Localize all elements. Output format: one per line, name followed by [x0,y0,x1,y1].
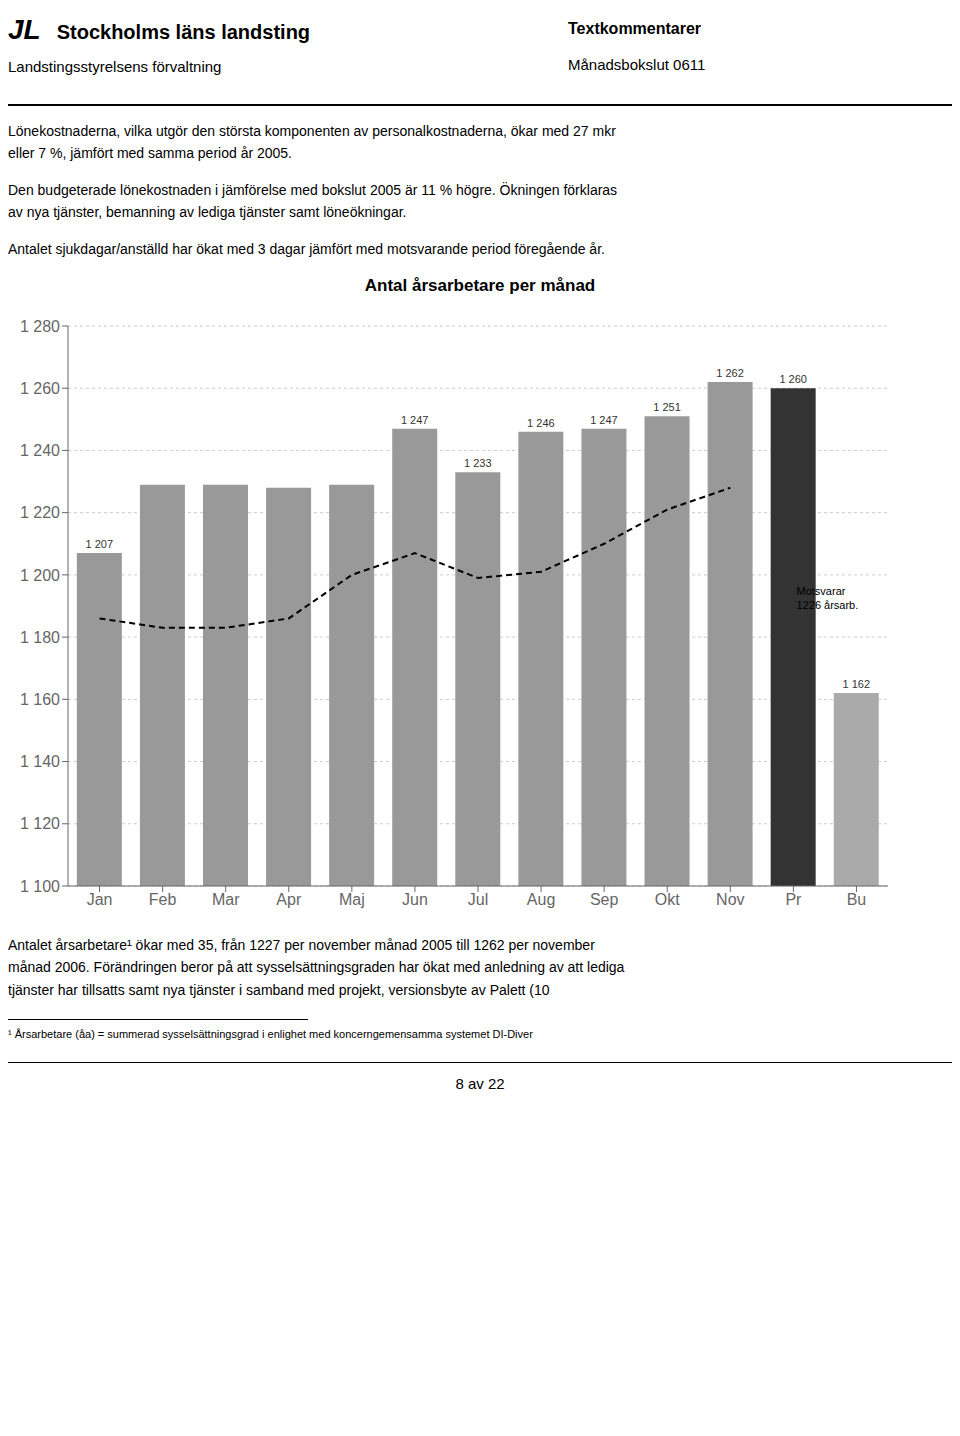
svg-text:Feb: Feb [149,891,177,908]
html-text:Textkommentarer: Textkommentarer [568,20,702,37]
svg-text:1 120: 1 120 [20,815,60,832]
svg-text:Bu: Bu [847,891,867,908]
svg-text:Mar: Mar [212,891,240,908]
svg-text:1 246: 1 246 [527,417,555,429]
html-text:Stockholms läns landsting: Stockholms läns landsting [56,21,311,43]
svg-text:1 162: 1 162 [842,678,870,690]
html-text:¹ Årsarbetare (åa) = summerad: ¹ Årsarbetare (åa) = summerad sysselsätt… [8,1028,533,1041]
svg-text:1 240: 1 240 [20,442,60,459]
svg-text:Okt: Okt [655,891,680,908]
svg-text:Pr: Pr [785,891,802,908]
svg-text:1 260: 1 260 [779,373,807,385]
html-text:Motsvarar 1226 årsarb.: Motsvarar 1226 årsarb. [796,584,859,611]
html-text:Lönekostnaderna, vilka utgör d: Lönekostnaderna, vilka utgör den största… [8,123,616,162]
html-text:Antalet sjukdagar/anställd har: Antalet sjukdagar/anställd har ökat med … [8,240,605,257]
html-text:Landstingsstyrelsens förvaltni: Landstingsstyrelsens förvaltning [8,58,222,75]
svg-text:1 220: 1 220 [20,504,60,521]
html-text:Antal årsarbetare per månad: Antal årsarbetare per månad [364,276,596,295]
svg-text:1 247: 1 247 [590,414,618,426]
html-text:JL: JL [8,14,41,45]
svg-text:1 262: 1 262 [716,367,744,379]
svg-text:Jul: Jul [468,891,488,908]
svg-text:Jan: Jan [87,891,113,908]
svg-text:1 251: 1 251 [653,401,681,413]
html-text:8 av 22: 8 av 22 [455,1075,505,1093]
html-text:Månadsbokslut 0611: Månadsbokslut 0611 [568,56,706,73]
svg-text:1 260: 1 260 [20,380,60,397]
svg-text:1 140: 1 140 [20,753,60,770]
svg-text:Jun: Jun [402,891,428,908]
svg-text:1 100: 1 100 [20,878,60,895]
svg-text:1 180: 1 180 [20,629,60,646]
svg-text:1 207: 1 207 [86,538,114,550]
svg-text:1 247: 1 247 [401,414,429,426]
svg-text:Maj: Maj [339,891,365,908]
html-text:Antalet årsarbetare¹ ökar med: Antalet årsarbetare¹ ökar med 35, från 1… [8,937,625,998]
svg-text:1 200: 1 200 [20,567,60,584]
svg-text:Nov: Nov [716,891,744,908]
svg-text:1 160: 1 160 [20,691,60,708]
html-text:Den budgeterade lönekostnaden: Den budgeterade lönekostnaden i jämförel… [8,181,618,221]
svg-text:Apr: Apr [276,891,302,908]
svg-text:Sep: Sep [590,891,619,908]
svg-text:1 233: 1 233 [464,457,492,469]
svg-text:Aug: Aug [527,891,555,908]
svg-text:1 280: 1 280 [20,318,60,335]
